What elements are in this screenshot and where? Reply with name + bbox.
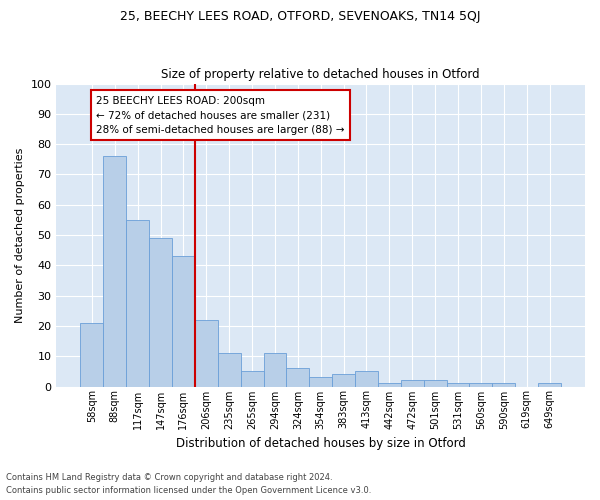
Bar bbox=[446, 384, 469, 386]
Bar bbox=[80, 323, 103, 386]
Bar bbox=[424, 380, 446, 386]
Bar bbox=[332, 374, 355, 386]
Text: Contains HM Land Registry data © Crown copyright and database right 2024.
Contai: Contains HM Land Registry data © Crown c… bbox=[6, 474, 371, 495]
Bar bbox=[241, 372, 263, 386]
Bar bbox=[538, 384, 561, 386]
Title: Size of property relative to detached houses in Otford: Size of property relative to detached ho… bbox=[161, 68, 480, 81]
Bar bbox=[493, 384, 515, 386]
Bar bbox=[286, 368, 309, 386]
Y-axis label: Number of detached properties: Number of detached properties bbox=[15, 148, 25, 322]
Text: 25 BEECHY LEES ROAD: 200sqm
← 72% of detached houses are smaller (231)
28% of se: 25 BEECHY LEES ROAD: 200sqm ← 72% of det… bbox=[96, 96, 344, 136]
Bar bbox=[263, 353, 286, 386]
Text: 25, BEECHY LEES ROAD, OTFORD, SEVENOAKS, TN14 5QJ: 25, BEECHY LEES ROAD, OTFORD, SEVENOAKS,… bbox=[120, 10, 480, 23]
Bar bbox=[149, 238, 172, 386]
Bar bbox=[309, 378, 332, 386]
Bar bbox=[469, 384, 493, 386]
Bar bbox=[355, 372, 378, 386]
X-axis label: Distribution of detached houses by size in Otford: Distribution of detached houses by size … bbox=[176, 437, 466, 450]
Bar bbox=[378, 384, 401, 386]
Bar bbox=[401, 380, 424, 386]
Bar bbox=[172, 256, 195, 386]
Bar bbox=[126, 220, 149, 386]
Bar bbox=[218, 353, 241, 386]
Bar bbox=[195, 320, 218, 386]
Bar bbox=[103, 156, 126, 386]
